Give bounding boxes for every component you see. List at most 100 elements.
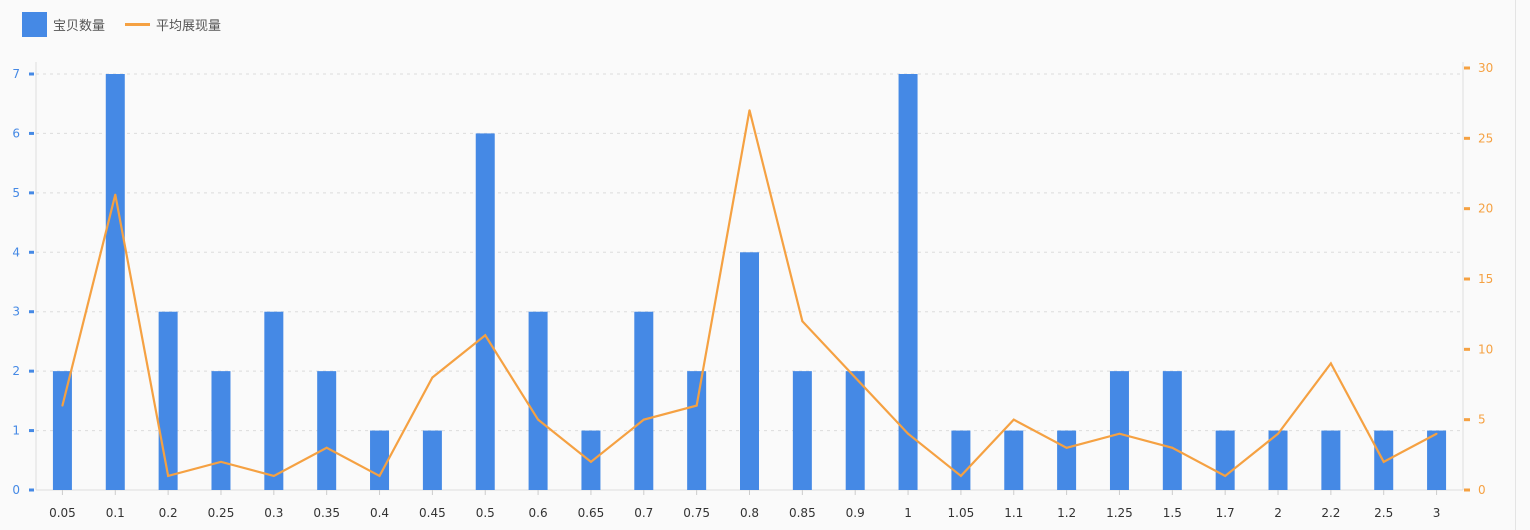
line-point [537, 418, 540, 421]
left-axis-label: 6 [12, 126, 20, 140]
line-point [1118, 432, 1121, 435]
x-axis-label: 0.25 [208, 506, 235, 520]
line-point [1435, 432, 1438, 435]
left-axis-label: 7 [12, 67, 20, 81]
line-point [1224, 474, 1227, 477]
bar [845, 371, 865, 490]
x-axis-label: 0.8 [740, 506, 759, 520]
bar [1004, 430, 1024, 490]
line-point [114, 193, 117, 196]
frame-divider [1515, 0, 1516, 530]
bar [422, 430, 442, 490]
line-point [431, 376, 434, 379]
left-axis-label: 3 [12, 305, 20, 319]
bar [317, 371, 337, 490]
line-point [1065, 446, 1068, 449]
bar [898, 74, 918, 490]
x-axis-label: 2.5 [1374, 506, 1393, 520]
line-point [907, 432, 910, 435]
line-point [589, 460, 592, 463]
left-axis-label: 5 [12, 186, 20, 200]
x-axis-label: 0.05 [49, 506, 76, 520]
bar [951, 430, 971, 490]
bar [475, 133, 495, 490]
bar [211, 371, 231, 490]
x-axis-label: 0.75 [683, 506, 710, 520]
bar [1057, 430, 1077, 490]
bar [1162, 371, 1182, 490]
line-point [167, 474, 170, 477]
bar [528, 311, 548, 490]
line-point [959, 474, 962, 477]
line-point [325, 446, 328, 449]
bar [581, 430, 601, 490]
legend-swatch-line[interactable] [125, 23, 151, 26]
x-axis-label: 0.85 [789, 506, 816, 520]
right-axis-label: 10 [1478, 342, 1493, 356]
line-point [642, 418, 645, 421]
x-axis-label: 3 [1433, 506, 1441, 520]
x-axis-label: 1.7 [1216, 506, 1235, 520]
bar [158, 311, 178, 490]
line-point [1382, 460, 1385, 463]
bar [1268, 430, 1288, 490]
right-axis-label: 0 [1478, 483, 1486, 497]
bar [1427, 430, 1447, 490]
right-axis-label: 5 [1478, 413, 1486, 427]
x-axis-label: 1.2 [1057, 506, 1076, 520]
left-axis-label: 2 [12, 364, 20, 378]
line-point [1329, 362, 1332, 365]
x-axis-label: 2.2 [1321, 506, 1340, 520]
bar [52, 371, 72, 490]
line-point [1012, 418, 1015, 421]
x-axis-label: 1.5 [1163, 506, 1182, 520]
bar [1321, 430, 1341, 490]
left-axis-label: 1 [12, 424, 20, 438]
legend-label-bar[interactable]: 宝贝数量 [53, 19, 106, 34]
bar [687, 371, 707, 490]
bar [1215, 430, 1235, 490]
bar [792, 371, 812, 490]
x-axis-label: 0.6 [529, 506, 548, 520]
x-axis-label: 0.7 [634, 506, 653, 520]
x-axis-label: 0.65 [578, 506, 605, 520]
line-point [61, 404, 64, 407]
line-point [801, 320, 804, 323]
line-point [1171, 446, 1174, 449]
x-axis-label: 0.3 [264, 506, 283, 520]
x-axis-label: 0.35 [313, 506, 340, 520]
line-point [854, 376, 857, 379]
bar [1109, 371, 1129, 490]
left-axis-label: 4 [12, 245, 20, 259]
line-point [695, 404, 698, 407]
bar [264, 311, 284, 490]
x-axis-label: 1 [904, 506, 912, 520]
x-axis-label: 2 [1274, 506, 1282, 520]
x-axis-label: 0.1 [106, 506, 125, 520]
bar [105, 74, 125, 490]
right-axis-label: 25 [1478, 131, 1493, 145]
left-axis-label: 0 [12, 483, 20, 497]
bar [740, 252, 759, 490]
legend: 宝贝数量 平均展现量 [22, 12, 221, 37]
x-axis-label: 0.5 [476, 506, 495, 520]
x-axis-label: 0.9 [846, 506, 865, 520]
bar [634, 311, 654, 490]
line-point [219, 460, 222, 463]
right-axis-label: 20 [1478, 202, 1493, 216]
x-axis-label: 0.2 [159, 506, 178, 520]
line-point [484, 334, 487, 337]
line-point [748, 109, 751, 112]
legend-swatch-bar[interactable] [22, 12, 47, 37]
x-axis-label: 1.05 [948, 506, 975, 520]
right-axis-label: 15 [1478, 272, 1493, 286]
right-axis-label: 30 [1478, 61, 1493, 75]
line-point [1277, 432, 1280, 435]
line-point [272, 474, 275, 477]
x-axis-label: 0.45 [419, 506, 446, 520]
legend-label-line[interactable]: 平均展现量 [156, 19, 222, 34]
x-axis-label: 1.25 [1106, 506, 1133, 520]
x-axis-label: 0.4 [370, 506, 389, 520]
bar [370, 430, 390, 490]
